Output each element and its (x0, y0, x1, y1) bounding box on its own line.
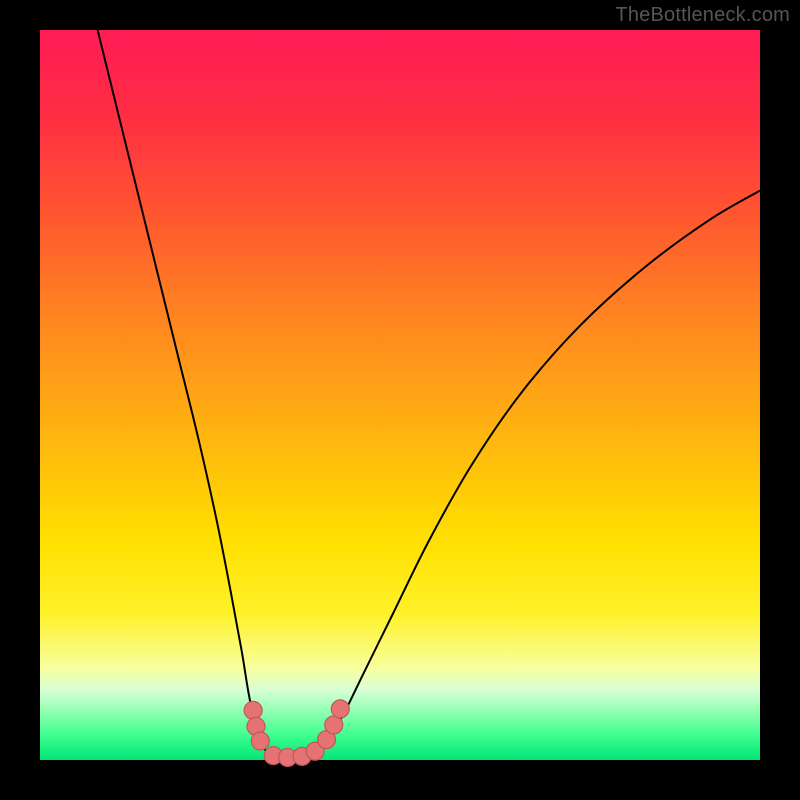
watermark-text: TheBottleneck.com (615, 4, 790, 27)
gradient-background (40, 30, 760, 760)
data-marker (244, 701, 262, 719)
data-marker (251, 732, 269, 750)
bottleneck-chart-svg (0, 0, 800, 800)
data-marker (325, 716, 343, 734)
data-marker (331, 700, 349, 718)
chart-frame: TheBottleneck.com (0, 0, 800, 800)
